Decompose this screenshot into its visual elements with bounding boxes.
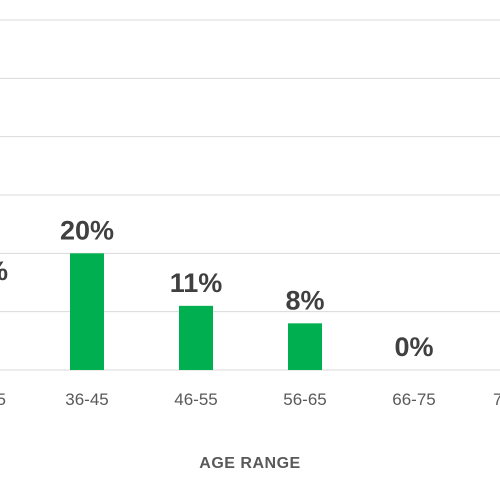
data-labels: % 20% 11% 8% 0% <box>0 215 434 362</box>
data-label-46-55: 11% <box>170 268 223 298</box>
x-axis-title: AGE RANGE <box>199 455 300 472</box>
x-tick-label-36-45: 36-45 <box>65 390 108 409</box>
x-tick-labels: 5 36-45 46-55 56-65 66-75 7 <box>0 390 500 409</box>
x-tick-label-66-75: 66-75 <box>392 390 435 409</box>
data-label-26-35: % <box>0 256 8 286</box>
bars <box>70 253 322 370</box>
bar-56-65 <box>288 323 322 370</box>
x-tick-label-76+: 7 <box>493 390 500 409</box>
data-label-56-65: 8% <box>285 285 324 315</box>
data-label-66-75: 0% <box>394 332 433 362</box>
data-label-36-45: 20% <box>60 215 114 245</box>
x-tick-label-26-35: 5 <box>0 390 6 409</box>
x-tick-label-46-55: 46-55 <box>174 390 217 409</box>
x-tick-label-56-65: 56-65 <box>283 390 326 409</box>
bar-36-45 <box>70 253 104 370</box>
bar-46-55 <box>179 305 213 370</box>
